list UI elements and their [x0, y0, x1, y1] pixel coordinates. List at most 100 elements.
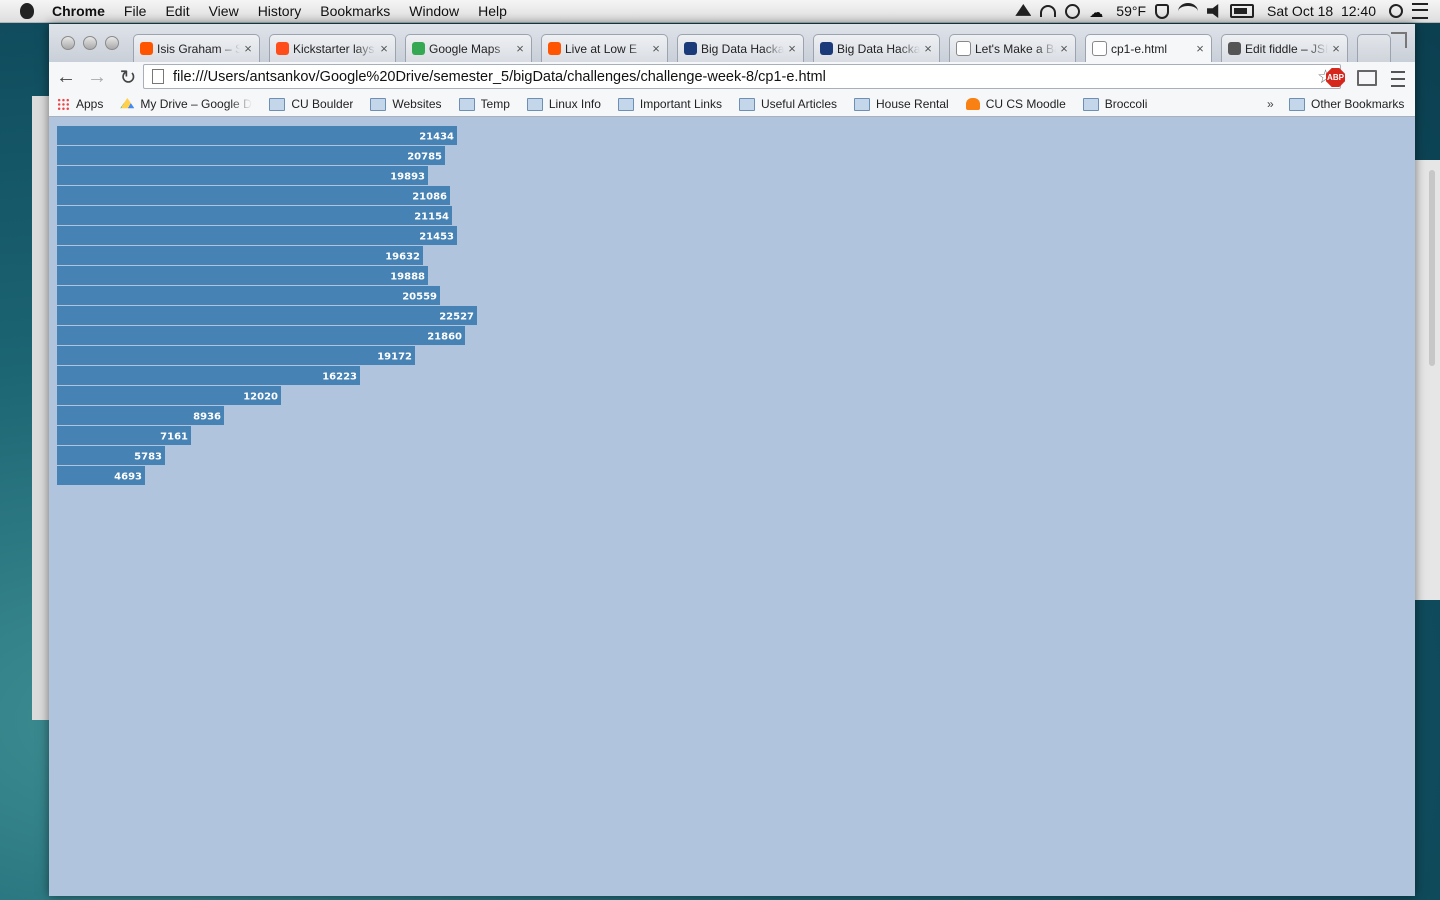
- folder-icon: [269, 97, 286, 111]
- bookmark-label: House Rental: [876, 97, 949, 111]
- status-area: ☁ 59°F Sat Oct 18 12:40: [1015, 0, 1428, 22]
- bookmark-item[interactable]: Important Links: [617, 97, 722, 111]
- wifi-icon[interactable]: [1178, 2, 1199, 20]
- tab-close-icon[interactable]: ×: [516, 41, 524, 56]
- battery-icon[interactable]: [1230, 4, 1255, 18]
- browser-tab[interactable]: Google Maps ×: [405, 34, 532, 62]
- bar-value-label: 12020: [243, 392, 278, 403]
- tab-title: Isis Graham – S: [157, 41, 240, 56]
- bookmark-label: Linux Info: [548, 97, 601, 111]
- chart-bar: [57, 346, 415, 365]
- fullscreen-icon[interactable]: [1391, 32, 1407, 48]
- menu-file[interactable]: File: [123, 3, 147, 19]
- adblock-plus-icon[interactable]: ABP: [1326, 68, 1345, 87]
- address-url[interactable]: file:///Users/antsankov/Google%20Drive/s…: [173, 68, 826, 85]
- chart-bar: [57, 206, 452, 225]
- bookmark-item[interactable]: House Rental: [854, 97, 949, 111]
- chart-bar: [57, 406, 224, 425]
- google-drive-status-icon[interactable]: [1015, 4, 1032, 16]
- minimize-window-button[interactable]: [83, 36, 97, 50]
- tab-title: Kickstarter lays: [293, 41, 375, 56]
- bookmark-item[interactable]: Broccoli: [1082, 97, 1147, 111]
- tab-close-icon[interactable]: ×: [788, 41, 796, 56]
- apps-grid-icon: [57, 97, 70, 111]
- tab-favicon-icon: [684, 42, 697, 55]
- bookmark-item[interactable]: Useful Articles: [738, 97, 837, 111]
- apple-logo-icon[interactable]: [20, 3, 34, 19]
- tab-favicon-icon: [956, 41, 971, 56]
- menu-window[interactable]: Window: [409, 3, 460, 19]
- menu-bookmarks[interactable]: Bookmarks: [320, 3, 391, 19]
- menubar-clock[interactable]: Sat Oct 18 12:40: [1267, 3, 1376, 19]
- tab-close-icon[interactable]: ×: [1332, 41, 1340, 56]
- back-button[interactable]: ←: [56, 65, 76, 88]
- folder-icon: [526, 97, 543, 111]
- tab-close-icon[interactable]: ×: [1060, 41, 1068, 56]
- bookmark-label: CU Boulder: [291, 97, 354, 111]
- google-drive-icon: [120, 98, 135, 109]
- tab-favicon-icon: [820, 42, 833, 55]
- page-icon: [152, 69, 164, 84]
- browser-tab[interactable]: Live at Low E ×: [541, 34, 668, 62]
- notification-center-icon[interactable]: [1412, 3, 1428, 19]
- tab-title: Big Data Hackat: [701, 41, 784, 56]
- bookmark-item[interactable]: Temp: [458, 97, 510, 111]
- tab-favicon-icon: [1092, 41, 1107, 56]
- close-window-button[interactable]: [61, 36, 75, 50]
- bookmark-item[interactable]: Apps: [57, 97, 103, 111]
- tab-close-icon[interactable]: ×: [924, 41, 932, 56]
- tab-close-icon[interactable]: ×: [380, 41, 388, 56]
- address-bar[interactable]: file:///Users/antsankov/Google%20Drive/s…: [143, 64, 1341, 89]
- tab-title: Live at Low E: [565, 41, 638, 56]
- forward-button[interactable]: →: [87, 65, 107, 88]
- menu-help[interactable]: Help: [478, 3, 507, 19]
- bookmark-item[interactable]: Websites: [370, 97, 442, 111]
- menu-history[interactable]: History: [257, 3, 302, 19]
- tab-close-icon[interactable]: ×: [1196, 41, 1204, 56]
- menu-view[interactable]: View: [208, 3, 239, 19]
- spotlight-search-icon[interactable]: [1389, 4, 1403, 18]
- bookmark-item[interactable]: Linux Info: [526, 97, 601, 111]
- menu-edit[interactable]: Edit: [165, 3, 190, 19]
- bookmark-item[interactable]: CU Boulder: [269, 97, 353, 111]
- folder-icon: [854, 97, 870, 111]
- tab-favicon-icon: [140, 42, 153, 55]
- tab-title: cp1-e.html: [1111, 41, 1168, 56]
- browser-tab[interactable]: Isis Graham – S ×: [133, 34, 260, 62]
- chrome-menu-icon[interactable]: [1391, 71, 1405, 87]
- browser-tab[interactable]: cp1-e.html ×: [1085, 34, 1212, 62]
- browser-tab[interactable]: Let's Make a Ba ×: [949, 34, 1076, 62]
- bookmark-label: Websites: [392, 97, 442, 111]
- weather-cloud-icon[interactable]: ☁: [1089, 4, 1104, 20]
- bookmarks-overflow-chevron[interactable]: »: [1267, 97, 1274, 111]
- browser-tab[interactable]: Big Data Hackat ×: [813, 34, 940, 62]
- volume-icon[interactable]: [1207, 4, 1219, 18]
- cast-icon[interactable]: [1357, 70, 1377, 86]
- browser-tab[interactable]: Kickstarter lays ×: [269, 34, 396, 62]
- headphones-icon[interactable]: [1040, 5, 1057, 17]
- browser-tab[interactable]: Big Data Hackat ×: [677, 34, 804, 62]
- menu-app-name[interactable]: Chrome: [52, 3, 105, 19]
- security-shield-icon[interactable]: [1155, 3, 1170, 19]
- bookmark-item[interactable]: My Drive – Google D: [120, 97, 252, 111]
- sync-icon[interactable]: [1065, 3, 1081, 19]
- browser-tab[interactable]: Edit fiddle – JSFi ×: [1221, 34, 1348, 62]
- bar-value-label: 8936: [193, 412, 221, 423]
- bar-value-label: 21453: [419, 232, 454, 243]
- other-bookmarks-folder[interactable]: Other Bookmarks: [1289, 97, 1404, 111]
- new-tab-button[interactable]: [1357, 34, 1391, 62]
- tab-close-icon[interactable]: ×: [652, 41, 660, 56]
- bar-value-label: 19632: [385, 252, 420, 263]
- tab-favicon-icon: [276, 42, 289, 55]
- reload-button[interactable]: ↻: [119, 66, 137, 89]
- tab-title: Big Data Hackat: [837, 41, 920, 56]
- page-content: 21434 20785 19893 21086 21154 21453 19632 19888…: [49, 117, 1415, 896]
- zoom-window-button[interactable]: [105, 36, 119, 50]
- tab-close-icon[interactable]: ×: [244, 41, 252, 56]
- background-window-edge-right: [1414, 160, 1440, 600]
- bookmark-item[interactable]: CU CS Moodle: [965, 97, 1066, 111]
- bookmark-label: CU CS Moodle: [985, 97, 1066, 111]
- chart-bar: [57, 446, 165, 465]
- tab-favicon-icon: [548, 42, 561, 55]
- weather-temperature[interactable]: 59°F: [1116, 3, 1147, 19]
